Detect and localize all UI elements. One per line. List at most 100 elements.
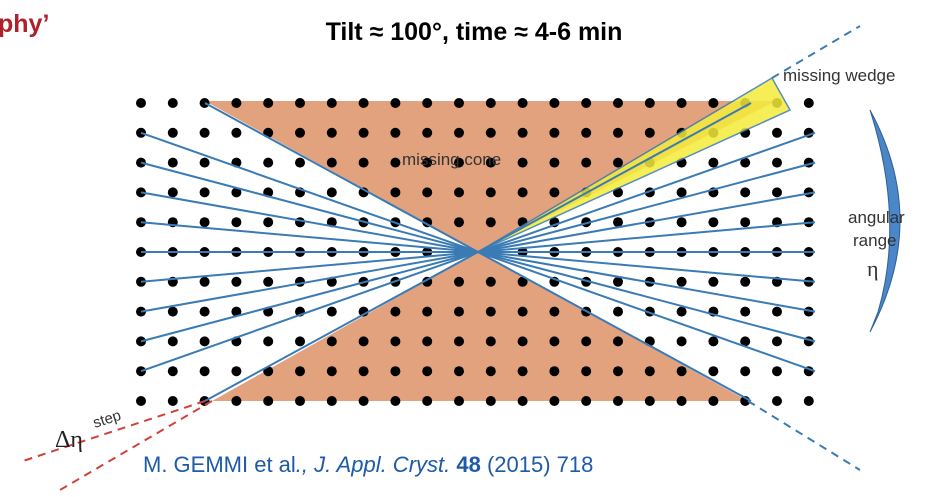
lattice-dot <box>295 217 305 227</box>
lattice-dot <box>200 98 210 108</box>
lattice-dot <box>200 158 210 168</box>
lattice-dot <box>454 277 464 287</box>
lattice-dot <box>295 277 305 287</box>
lattice-dot <box>454 336 464 346</box>
lattice-dot <box>613 98 623 108</box>
lattice-dot <box>295 366 305 376</box>
lattice-dot <box>454 187 464 197</box>
diagram: phy’ Tilt ≈ 100°, time ≈ 4-6 min missing… <box>0 0 931 497</box>
dashed-line <box>748 401 860 470</box>
lattice-dot <box>359 336 369 346</box>
lattice-dot <box>295 396 305 406</box>
lattice-dot <box>231 217 241 227</box>
label: η <box>867 256 879 281</box>
lattice-dot <box>772 307 782 317</box>
lattice-dot <box>454 366 464 376</box>
lattice-dot <box>708 217 718 227</box>
lattice-dot <box>740 366 750 376</box>
lattice-dot <box>327 307 337 317</box>
citation-volume: 48 <box>456 452 480 477</box>
lattice-dot <box>327 366 337 376</box>
lattice-dot <box>390 307 400 317</box>
lattice-dot <box>549 98 559 108</box>
lattice-dot <box>486 98 496 108</box>
lattice-dot <box>740 187 750 197</box>
lattice-dot <box>422 366 432 376</box>
lattice-dot <box>359 396 369 406</box>
lattice-dot <box>677 366 687 376</box>
lattice-dot <box>390 396 400 406</box>
lattice-dot <box>581 128 591 138</box>
lattice-dot <box>518 366 528 376</box>
lattice-dot <box>772 396 782 406</box>
lattice-dot <box>263 158 273 168</box>
lattice-dot <box>645 98 655 108</box>
lattice-dot <box>486 277 496 287</box>
label: range <box>853 231 896 250</box>
lattice-dot <box>677 98 687 108</box>
lattice-dot <box>454 98 464 108</box>
lattice-dot <box>359 158 369 168</box>
lattice-dot <box>581 336 591 346</box>
lattice-dot <box>200 217 210 227</box>
lattice-dot <box>200 307 210 317</box>
lattice-dot <box>613 396 623 406</box>
lattice-dot <box>422 128 432 138</box>
lattice-dot <box>486 366 496 376</box>
lattice-dot <box>518 307 528 317</box>
lattice-dot <box>677 187 687 197</box>
lattice-dot <box>422 396 432 406</box>
lattice-dot <box>200 187 210 197</box>
lattice-dot <box>486 128 496 138</box>
lattice-dot <box>231 98 241 108</box>
lattice-dot <box>804 396 814 406</box>
lattice-dot <box>454 128 464 138</box>
label: step <box>91 407 123 432</box>
lattice-dot <box>263 396 273 406</box>
lattice-dot <box>390 98 400 108</box>
lattice-dot <box>295 98 305 108</box>
lattice-dot <box>263 336 273 346</box>
lattice-dot <box>708 396 718 406</box>
lattice-dot <box>231 128 241 138</box>
lattice-dot <box>390 336 400 346</box>
lattice-dot <box>486 396 496 406</box>
citation: M. GEMMI et al., J. Appl. Cryst. 48 (201… <box>143 452 593 477</box>
lattice-dot <box>613 336 623 346</box>
lattice-dot <box>581 98 591 108</box>
lattice-dot <box>708 336 718 346</box>
lattice-dot <box>740 277 750 287</box>
lattice-dot <box>581 366 591 376</box>
lattice-dot <box>549 366 559 376</box>
lattice-dot <box>549 187 559 197</box>
lattice-dot <box>136 396 146 406</box>
lattice-dot <box>422 98 432 108</box>
lattice-dot <box>613 158 623 168</box>
lattice-dot <box>518 187 528 197</box>
lattice-dot <box>486 336 496 346</box>
lattice-dot <box>422 336 432 346</box>
lattice-dot <box>200 128 210 138</box>
lattice-dot <box>804 98 814 108</box>
lattice-dot <box>454 307 464 317</box>
lattice-dot <box>613 307 623 317</box>
lattice-dot <box>327 128 337 138</box>
lattice-dot <box>677 217 687 227</box>
lattice-dot <box>168 307 178 317</box>
lattice-dot <box>168 396 178 406</box>
lattice-dot <box>454 396 464 406</box>
lattice-dot <box>359 366 369 376</box>
lattice-dot <box>740 217 750 227</box>
lattice-dot <box>295 158 305 168</box>
lattice-dot <box>708 277 718 287</box>
lattice-dot <box>518 98 528 108</box>
label: missing wedge <box>783 66 895 85</box>
lattice-dot <box>518 158 528 168</box>
lattice-dot <box>168 187 178 197</box>
lattice-dot <box>549 336 559 346</box>
lattice-dot <box>518 128 528 138</box>
lattice-dot <box>486 217 496 227</box>
lattice-dot <box>327 396 337 406</box>
lattice-dot <box>772 128 782 138</box>
citation-journal: J. Appl. Cryst. <box>313 452 450 477</box>
